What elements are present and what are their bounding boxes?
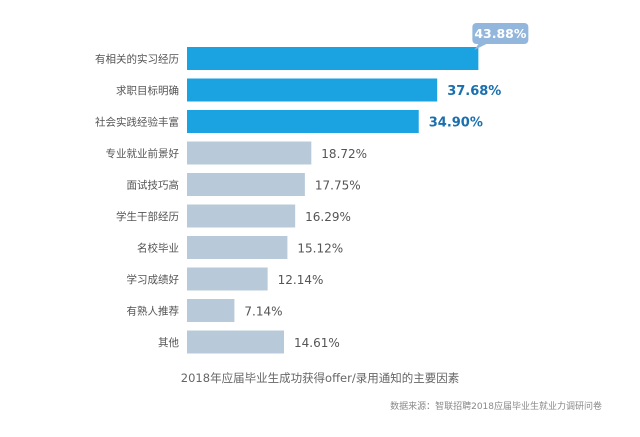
bar-8 xyxy=(187,267,268,291)
value-label: 15.12% xyxy=(297,242,343,256)
value-label: 7.14% xyxy=(244,305,282,319)
bar-4 xyxy=(187,141,312,165)
category-label: 面试技巧高 xyxy=(127,179,180,192)
bar-5 xyxy=(187,173,305,196)
bar-2 xyxy=(187,78,438,102)
category-label: 有熟人推荐 xyxy=(127,305,180,318)
value-label: 16.29% xyxy=(305,210,351,224)
callout-pointer xyxy=(474,44,487,50)
category-label: 学生干部经历 xyxy=(116,210,179,223)
value-label: 43.88% xyxy=(474,26,527,41)
category-label: 求职目标明确 xyxy=(116,84,179,97)
category-label: 名校毕业 xyxy=(137,242,179,255)
bar-7 xyxy=(187,236,288,259)
value-label: 34.90% xyxy=(429,116,483,131)
category-label: 学习成绩好 xyxy=(127,273,180,286)
value-label: 18.72% xyxy=(321,147,367,161)
data-source-note: 数据来源：智联招聘2018应届毕业生就业力调研问卷 xyxy=(390,402,602,412)
value-label: 37.68% xyxy=(447,84,501,99)
bar-10 xyxy=(187,330,285,354)
value-label: 12.14% xyxy=(278,273,324,287)
category-label: 有相关的实习经历 xyxy=(95,53,179,66)
category-label: 社会实践经验丰富 xyxy=(95,116,179,129)
category-label: 专业就业前景好 xyxy=(106,147,180,160)
bar-6 xyxy=(187,204,296,228)
value-label: 17.75% xyxy=(315,179,361,193)
value-callout-badge xyxy=(472,23,529,44)
bar-3 xyxy=(187,110,419,133)
value-label: 14.61% xyxy=(294,336,340,350)
bar-1 xyxy=(187,47,479,70)
chart-caption: 2018年应届毕业生成功获得offer/录用通知的主要因素 xyxy=(180,371,460,385)
bar-9 xyxy=(187,299,235,322)
category-label: 其他 xyxy=(158,336,179,349)
